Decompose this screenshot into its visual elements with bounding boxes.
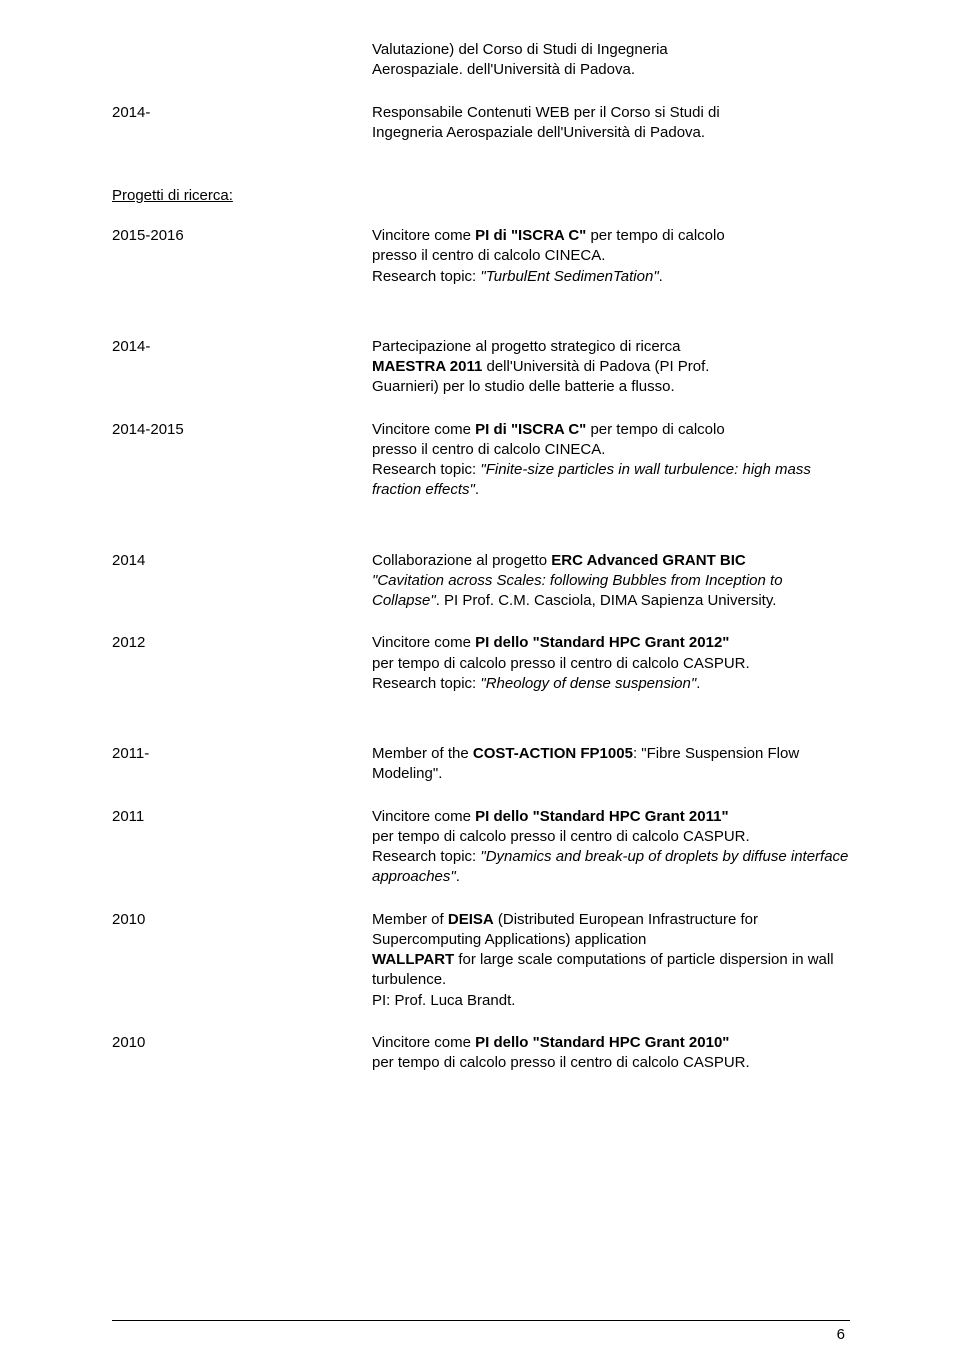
entry-description: Vincitore come PI di "ISCRA C" per tempo… (372, 226, 850, 287)
year-label: 2014 (112, 551, 372, 571)
italic-text: "TurbulEnt SedimenTation" (480, 268, 658, 285)
italic-text: "Dynamics and break-up of droplets by di… (372, 848, 848, 885)
page-number: 6 (837, 1326, 845, 1343)
bold-text: PI dello "Standard HPC Grant 2012" (475, 634, 729, 651)
entry-description: Vincitore come PI dello "Standard HPC Gr… (372, 633, 850, 694)
bold-text: ERC Advanced GRANT BIC (551, 552, 745, 569)
cont-line1: Valutazione) del Corso di Studi di Ingeg… (372, 41, 668, 58)
bold-text: PI di "ISCRA C" (475, 227, 586, 244)
entry-row: 2012Vincitore come PI dello "Standard HP… (112, 633, 850, 694)
section-heading: Progetti di ricerca: (112, 187, 850, 204)
entry-row: 2010Vincitore come PI dello "Standard HP… (112, 1033, 850, 1074)
extra-gap (112, 523, 850, 551)
entry-row: 2014-Partecipazione al progetto strategi… (112, 337, 850, 398)
entry-description: Vincitore come PI dello "Standard HPC Gr… (372, 1033, 850, 1074)
top-desc-1: Responsabile Contenuti WEB per il Corso … (372, 104, 720, 121)
bold-text: COST-ACTION FP1005 (473, 745, 633, 762)
bold-text: DEISA (448, 911, 494, 928)
entry-continuation: Valutazione) del Corso di Studi di Ingeg… (112, 40, 850, 81)
cont-line2: Aerospaziale. dell'Università di Padova. (372, 61, 635, 78)
page-container: Valutazione) del Corso di Studi di Ingeg… (0, 0, 960, 1361)
bold-text: PI dello "Standard HPC Grant 2010" (475, 1034, 729, 1051)
bold-text: WALLPART (372, 951, 454, 968)
year-label: 2014-2015 (112, 420, 372, 440)
continuation-text: Valutazione) del Corso di Studi di Ingeg… (372, 40, 850, 81)
entry-row: 2014Collaborazione al progetto ERC Advan… (112, 551, 850, 612)
year-label: 2010 (112, 1033, 372, 1053)
entry-description: Vincitore come PI di "ISCRA C" per tempo… (372, 420, 850, 501)
entry-row: 2011Vincitore come PI dello "Standard HP… (112, 807, 850, 888)
extra-gap (112, 716, 850, 744)
desc-top: Responsabile Contenuti WEB per il Corso … (372, 103, 850, 144)
top-desc-2: Ingegneria Aerospaziale dell'Università … (372, 124, 705, 141)
entry-description: Collaborazione al progetto ERC Advanced … (372, 551, 850, 612)
italic-text: "Finite-size particles in wall turbulenc… (372, 461, 811, 498)
entry-top-2014: 2014- Responsabile Contenuti WEB per il … (112, 103, 850, 144)
bold-text: PI dello "Standard HPC Grant 2011" (475, 808, 728, 825)
year-top: 2014- (112, 103, 372, 123)
entries-container: 2015-2016Vincitore come PI di "ISCRA C" … (112, 226, 850, 1073)
entry-description: Member of DEISA (Distributed European In… (372, 910, 850, 1011)
extra-gap (112, 309, 850, 337)
italic-text: "Rheology of dense suspension" (480, 675, 696, 692)
entry-description: Member of the COST-ACTION FP1005: "Fibre… (372, 744, 850, 785)
footer-rule (112, 1320, 850, 1321)
year-label: 2015-2016 (112, 226, 372, 246)
year-label: 2014- (112, 337, 372, 357)
entry-description: Partecipazione al progetto strategico di… (372, 337, 850, 398)
year-label: 2011 (112, 807, 372, 827)
year-label: 2010 (112, 910, 372, 930)
italic-text: "Cavitation across Scales: following Bub… (372, 572, 783, 609)
entry-row: 2015-2016Vincitore come PI di "ISCRA C" … (112, 226, 850, 287)
entry-row: 2010Member of DEISA (Distributed Europea… (112, 910, 850, 1011)
bold-text: PI di "ISCRA C" (475, 421, 586, 438)
entry-row: 2014-2015Vincitore come PI di "ISCRA C" … (112, 420, 850, 501)
entry-description: Vincitore come PI dello "Standard HPC Gr… (372, 807, 850, 888)
bold-text: MAESTRA 2011 (372, 358, 482, 375)
year-label: 2011- (112, 744, 372, 764)
entry-row: 2011-Member of the COST-ACTION FP1005: "… (112, 744, 850, 785)
year-label: 2012 (112, 633, 372, 653)
